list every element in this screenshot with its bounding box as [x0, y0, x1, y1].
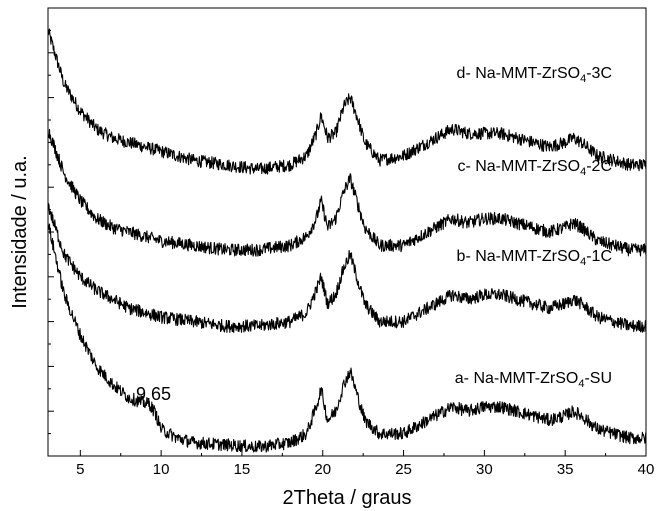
x-tick-label: 10 [153, 461, 170, 478]
peak-annotation: 9,65 [136, 384, 171, 404]
x-axis-title: 2Theta / graus [283, 487, 412, 509]
series-labels: d- Na-MMT-ZrSO4-3C c- Na-MMT-ZrSO4-2C b- N… [136, 65, 612, 404]
series-label-c: c- Na-MMT-ZrSO4-2C [457, 158, 612, 178]
series-line-a [47, 222, 647, 453]
x-tick-label: 40 [638, 461, 655, 478]
x-tick-label: 30 [476, 461, 493, 478]
y-axis-ticks [48, 29, 54, 435]
x-tick-label: 5 [76, 461, 84, 478]
x-tick-label: 35 [557, 461, 574, 478]
x-tick-label: 15 [234, 461, 251, 478]
series-label-b: b- Na-MMT-ZrSO4-1C [457, 248, 612, 268]
x-tick-label: 20 [314, 461, 331, 478]
y-axis-title: Intensidade / u.a. [9, 155, 31, 308]
x-axis-ticks: 5 10 15 20 25 30 35 40 [76, 450, 654, 478]
series-group [47, 28, 647, 453]
series-label-a: a- Na-MMT-ZrSO4-SU [455, 370, 612, 390]
series-line-c [47, 128, 647, 257]
x-tick-label: 25 [395, 461, 412, 478]
series-label-d: d- Na-MMT-ZrSO4-3C [457, 65, 612, 85]
series-line-d [47, 28, 647, 175]
series-line-b [47, 203, 647, 333]
